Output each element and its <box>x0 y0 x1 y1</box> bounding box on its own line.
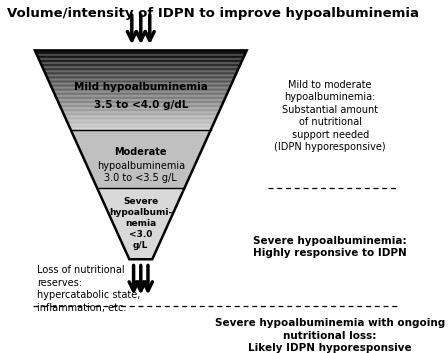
Polygon shape <box>61 109 220 110</box>
Polygon shape <box>52 88 230 89</box>
Polygon shape <box>68 123 214 125</box>
Polygon shape <box>40 62 241 64</box>
Polygon shape <box>47 77 235 78</box>
Polygon shape <box>46 74 236 76</box>
Polygon shape <box>49 82 233 84</box>
Text: 3.5 to <4.0 g/dL: 3.5 to <4.0 g/dL <box>94 100 188 110</box>
Polygon shape <box>49 81 233 82</box>
Polygon shape <box>56 97 226 98</box>
Polygon shape <box>58 101 224 102</box>
Polygon shape <box>35 52 246 53</box>
Polygon shape <box>37 56 244 57</box>
Polygon shape <box>66 119 215 120</box>
Polygon shape <box>60 104 222 106</box>
Polygon shape <box>53 91 228 93</box>
Polygon shape <box>51 86 231 88</box>
Polygon shape <box>40 61 242 62</box>
Polygon shape <box>57 99 224 101</box>
Text: 3.0 to <3.5 g/L: 3.0 to <3.5 g/L <box>104 173 177 183</box>
Polygon shape <box>65 116 217 118</box>
Polygon shape <box>39 60 242 61</box>
Text: Severe hypoalbuminemia with ongoing
nutritional loss:
Likely IDPN hyporesponsive: Severe hypoalbuminemia with ongoing nutr… <box>215 318 445 353</box>
Polygon shape <box>47 78 234 79</box>
Text: Loss of nutritional
reserves:
hypercatabolic state,
inflammation, etc.: Loss of nutritional reserves: hypercatab… <box>37 265 140 313</box>
Polygon shape <box>44 72 237 73</box>
Polygon shape <box>42 66 240 68</box>
Text: hypoalbuminemia: hypoalbuminemia <box>97 161 185 170</box>
Polygon shape <box>54 93 228 94</box>
Polygon shape <box>64 115 217 116</box>
Text: Mild to moderate
hypoalbuminemia:
Substantial amount
of nutritional
support need: Mild to moderate hypoalbuminemia: Substa… <box>274 80 386 152</box>
Polygon shape <box>43 68 239 69</box>
Polygon shape <box>60 106 222 107</box>
Text: Volume/intensity of IDPN to improve hypoalbuminemia: Volume/intensity of IDPN to improve hypo… <box>7 7 418 20</box>
Polygon shape <box>69 126 213 127</box>
Polygon shape <box>44 70 238 72</box>
Polygon shape <box>46 76 235 77</box>
Text: Moderate: Moderate <box>115 148 167 157</box>
Polygon shape <box>56 98 225 99</box>
Polygon shape <box>55 95 226 97</box>
Polygon shape <box>45 73 237 74</box>
Polygon shape <box>42 65 240 66</box>
Polygon shape <box>65 118 216 119</box>
Text: Mild hypoalbuminemia: Mild hypoalbuminemia <box>74 82 208 92</box>
Polygon shape <box>70 128 211 130</box>
Polygon shape <box>62 111 219 113</box>
Polygon shape <box>41 64 241 65</box>
Polygon shape <box>53 90 229 91</box>
Polygon shape <box>38 57 244 58</box>
Text: Severe
hypoalbumi-
nemia
<3.0
g/L: Severe hypoalbumi- nemia <3.0 g/L <box>109 197 172 251</box>
Polygon shape <box>37 54 245 56</box>
Polygon shape <box>48 79 233 81</box>
Polygon shape <box>39 58 243 60</box>
Polygon shape <box>97 188 185 259</box>
Polygon shape <box>69 127 212 128</box>
Polygon shape <box>71 130 211 188</box>
Polygon shape <box>36 53 246 54</box>
Polygon shape <box>67 122 215 123</box>
Polygon shape <box>50 84 232 85</box>
Polygon shape <box>67 120 215 122</box>
Polygon shape <box>52 89 229 90</box>
Polygon shape <box>43 69 238 70</box>
Polygon shape <box>55 94 227 95</box>
Polygon shape <box>35 50 247 52</box>
Polygon shape <box>58 102 224 103</box>
Polygon shape <box>63 113 219 114</box>
Polygon shape <box>64 114 218 115</box>
Polygon shape <box>59 103 223 104</box>
Polygon shape <box>69 125 213 126</box>
Polygon shape <box>62 110 220 111</box>
Text: Severe hypoalbuminemia:
Highly responsive to IDPN: Severe hypoalbuminemia: Highly responsiv… <box>253 236 407 258</box>
Polygon shape <box>51 85 231 86</box>
Polygon shape <box>60 107 221 109</box>
